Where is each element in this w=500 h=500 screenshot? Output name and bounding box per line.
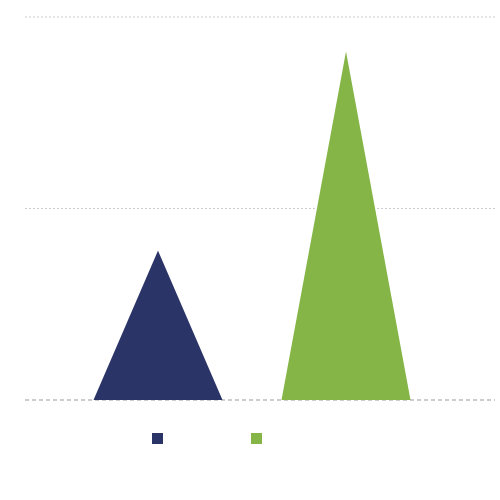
legend-swatch bbox=[251, 433, 262, 444]
triangle-bar bbox=[281, 51, 411, 400]
triangle-bar bbox=[93, 250, 223, 400]
legend-swatch bbox=[152, 433, 163, 444]
